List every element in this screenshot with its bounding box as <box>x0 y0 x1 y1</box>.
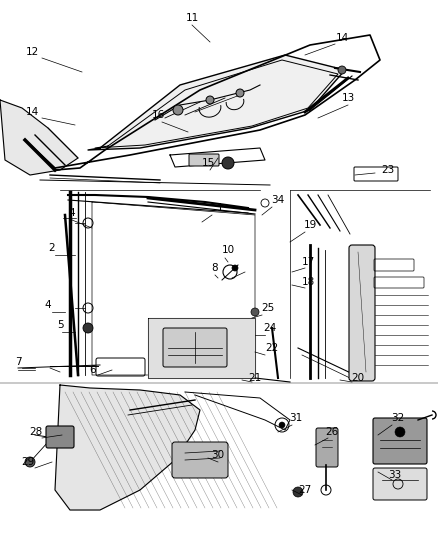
FancyBboxPatch shape <box>373 418 427 464</box>
Text: 12: 12 <box>25 47 39 57</box>
Text: 17: 17 <box>301 257 314 267</box>
Text: 31: 31 <box>290 413 303 423</box>
Circle shape <box>338 66 346 74</box>
Text: 1: 1 <box>217 203 223 213</box>
Circle shape <box>83 323 93 333</box>
FancyBboxPatch shape <box>163 328 227 367</box>
FancyBboxPatch shape <box>349 245 375 381</box>
Circle shape <box>173 105 183 115</box>
Polygon shape <box>0 100 78 175</box>
Text: 25: 25 <box>261 303 275 313</box>
Text: 19: 19 <box>304 220 317 230</box>
Polygon shape <box>88 55 345 150</box>
Text: 27: 27 <box>298 485 311 495</box>
Text: 32: 32 <box>392 413 405 423</box>
FancyBboxPatch shape <box>189 154 219 166</box>
Text: 26: 26 <box>325 427 339 437</box>
Text: 14: 14 <box>336 33 349 43</box>
Text: 7: 7 <box>15 357 21 367</box>
Text: 4: 4 <box>45 300 51 310</box>
Circle shape <box>279 422 285 428</box>
Text: 33: 33 <box>389 470 402 480</box>
FancyBboxPatch shape <box>316 428 338 467</box>
Text: 14: 14 <box>25 107 39 117</box>
Text: 29: 29 <box>21 457 35 467</box>
Circle shape <box>25 457 35 467</box>
Text: 10: 10 <box>222 245 235 255</box>
Text: 30: 30 <box>212 450 225 460</box>
Text: 21: 21 <box>248 373 261 383</box>
Text: 15: 15 <box>201 158 215 168</box>
Circle shape <box>232 265 238 271</box>
Text: 11: 11 <box>185 13 198 23</box>
FancyBboxPatch shape <box>373 468 427 500</box>
Circle shape <box>236 89 244 97</box>
Text: 20: 20 <box>351 373 364 383</box>
Polygon shape <box>55 385 200 510</box>
Circle shape <box>251 308 259 316</box>
Text: 34: 34 <box>272 195 285 205</box>
Text: 23: 23 <box>381 165 395 175</box>
Text: 2: 2 <box>49 243 55 253</box>
Text: 6: 6 <box>90 365 96 375</box>
Text: 22: 22 <box>265 343 279 353</box>
Text: 18: 18 <box>301 277 314 287</box>
Circle shape <box>395 427 405 437</box>
FancyBboxPatch shape <box>46 426 74 448</box>
Polygon shape <box>148 318 255 378</box>
Text: 4: 4 <box>69 208 75 218</box>
Circle shape <box>222 157 234 169</box>
FancyBboxPatch shape <box>172 442 228 478</box>
Text: 13: 13 <box>341 93 355 103</box>
Text: 28: 28 <box>29 427 42 437</box>
Text: 16: 16 <box>152 110 165 120</box>
Circle shape <box>206 96 214 104</box>
Text: 5: 5 <box>57 320 64 330</box>
Text: 8: 8 <box>212 263 218 273</box>
Text: 24: 24 <box>263 323 277 333</box>
Circle shape <box>293 487 303 497</box>
